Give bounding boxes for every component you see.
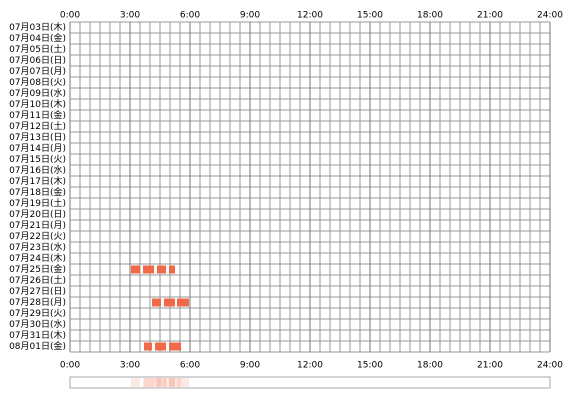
row-label: 07月30日(水) xyxy=(9,318,66,330)
row-label: 07月11日(金) xyxy=(9,109,66,121)
row-label: 07月15日(火) xyxy=(9,154,66,165)
x-tick-label: 12:00 xyxy=(297,11,323,21)
row-label: 07月04日(金) xyxy=(9,32,66,44)
x-tick-label: 6:00 xyxy=(180,11,200,21)
activity-bar xyxy=(155,342,166,351)
row-label: 07月18日(金) xyxy=(9,186,66,198)
row-label: 07月05日(土) xyxy=(9,43,66,55)
row-label: 07月14日(月) xyxy=(9,143,66,154)
summary-bar xyxy=(169,378,175,387)
activity-bar xyxy=(143,265,154,274)
summary-bar xyxy=(177,378,189,387)
row-label: 07月25日(金) xyxy=(9,263,66,275)
row-label: 07月23日(水) xyxy=(9,241,66,253)
activity-bar xyxy=(164,298,175,307)
x-tick-label: 21:00 xyxy=(477,11,503,21)
activity-bar xyxy=(152,298,161,307)
x-tick-label: 3:00 xyxy=(120,11,140,21)
x-tick-label: 9:00 xyxy=(240,11,260,21)
row-label: 07月16日(水) xyxy=(9,164,66,176)
summary-strip xyxy=(69,376,551,389)
activity-bar xyxy=(131,265,140,274)
row-label: 07月17日(木) xyxy=(9,175,66,187)
summary-bar xyxy=(143,378,154,387)
row-label: 07月21日(月) xyxy=(9,220,66,231)
summary-bar xyxy=(144,378,152,387)
row-label: 07月22日(火) xyxy=(9,231,66,242)
row-label: 07月10日(木) xyxy=(9,98,66,110)
x-tick-label: 9:00 xyxy=(240,361,260,371)
x-tick-label: 18:00 xyxy=(417,361,443,371)
activity-bar xyxy=(169,342,181,351)
x-tick-label: 21:00 xyxy=(477,361,503,371)
activity-bar xyxy=(144,342,152,351)
x-tick-label: 15:00 xyxy=(357,361,383,371)
summary-bar xyxy=(169,378,181,387)
row-label: 07月08日(火) xyxy=(9,77,66,88)
activity-bar xyxy=(169,265,175,274)
x-tick-label: 15:00 xyxy=(357,11,383,21)
summary-bar xyxy=(157,378,166,387)
x-tick-label: 24:00 xyxy=(537,11,563,21)
row-label: 07月20日(日) xyxy=(9,209,66,220)
x-tick-label: 18:00 xyxy=(417,11,443,21)
summary-bar xyxy=(155,378,166,387)
row-label: 07月29日(火) xyxy=(9,308,66,319)
activity-bar xyxy=(177,298,189,307)
row-label: 07月03日(木) xyxy=(9,21,66,33)
row-label: 07月09日(水) xyxy=(9,87,66,99)
x-tick-label: 0:00 xyxy=(60,11,80,21)
row-label: 07月07日(月) xyxy=(9,66,66,77)
row-label: 07月31日(木) xyxy=(9,329,66,341)
x-tick-label: 12:00 xyxy=(297,361,323,371)
row-label: 07月12日(土) xyxy=(9,120,66,132)
row-label: 08月01日(金) xyxy=(9,340,66,352)
row-label: 07月26日(土) xyxy=(9,274,66,286)
summary-bar xyxy=(164,378,175,387)
x-tick-label: 24:00 xyxy=(537,361,563,371)
activity-bar xyxy=(157,265,166,274)
row-label: 07月13日(日) xyxy=(9,132,66,143)
row-label: 07月27日(日) xyxy=(9,286,66,297)
summary-bar xyxy=(131,378,140,387)
x-tick-label: 3:00 xyxy=(120,361,140,371)
row-label: 07月06日(日) xyxy=(9,55,66,66)
x-tick-label: 0:00 xyxy=(60,361,80,371)
row-label: 07月24日(木) xyxy=(9,252,66,264)
x-tick-label: 6:00 xyxy=(180,361,200,371)
row-label: 07月19日(土) xyxy=(9,197,66,209)
summary-bar xyxy=(152,378,161,387)
row-label: 07月28日(月) xyxy=(9,297,66,308)
